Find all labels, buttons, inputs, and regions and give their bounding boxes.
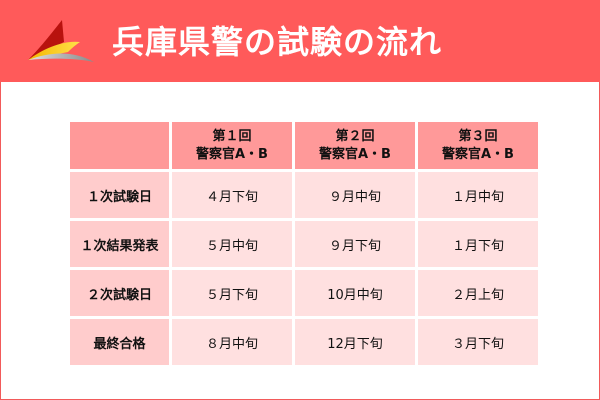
logo-icon: [28, 20, 94, 62]
header-cell-round-3: 第３回警察官A・B: [418, 122, 538, 169]
table-row: １次試験日 ４月下旬 ９月中旬 １月中旬: [70, 172, 538, 218]
table-cell: ９月中旬: [295, 172, 415, 218]
table-cell: 10月中旬: [295, 270, 415, 316]
row-label: ２次試験日: [70, 270, 169, 316]
table-cell: １月中旬: [418, 172, 538, 218]
table-cell: １月下旬: [418, 221, 538, 267]
round-target: 警察官A・B: [442, 146, 514, 162]
row-label: 最終合格: [70, 319, 169, 365]
table-cell: ２月上旬: [418, 270, 538, 316]
row-label: １次結果発表: [70, 221, 169, 267]
table-cell: ５月中旬: [172, 221, 292, 267]
header-cell-round-2: 第２回警察官A・B: [295, 122, 415, 169]
table-cell: 12月下旬: [295, 319, 415, 365]
round-label: 第２回: [335, 128, 375, 144]
page-title: 兵庫県警の試験の流れ: [112, 23, 443, 61]
exam-schedule-table: 第１回警察官A・B 第２回警察官A・B 第３回警察官A・B １次試験日 ４月下旬…: [67, 119, 541, 368]
row-label: １次試験日: [70, 172, 169, 218]
round-label: 第３回: [458, 128, 498, 144]
table-cell: ９月下旬: [295, 221, 415, 267]
header-banner: 兵庫県警の試験の流れ: [0, 0, 600, 82]
table-cell: ３月下旬: [418, 319, 538, 365]
table-row: １次結果発表 ５月中旬 ９月下旬 １月下旬: [70, 221, 538, 267]
table-cell: ５月下旬: [172, 270, 292, 316]
table-cell: ８月中旬: [172, 319, 292, 365]
round-label: 第１回: [212, 128, 252, 144]
table-row: 最終合格 ８月中旬 12月下旬 ３月下旬: [70, 319, 538, 365]
header-cell-empty: [70, 122, 169, 169]
table-cell: ４月下旬: [172, 172, 292, 218]
round-target: 警察官A・B: [319, 146, 391, 162]
round-target: 警察官A・B: [196, 146, 268, 162]
table-row: ２次試験日 ５月下旬 10月中旬 ２月上旬: [70, 270, 538, 316]
table-header-row: 第１回警察官A・B 第２回警察官A・B 第３回警察官A・B: [70, 122, 538, 169]
header-cell-round-1: 第１回警察官A・B: [172, 122, 292, 169]
